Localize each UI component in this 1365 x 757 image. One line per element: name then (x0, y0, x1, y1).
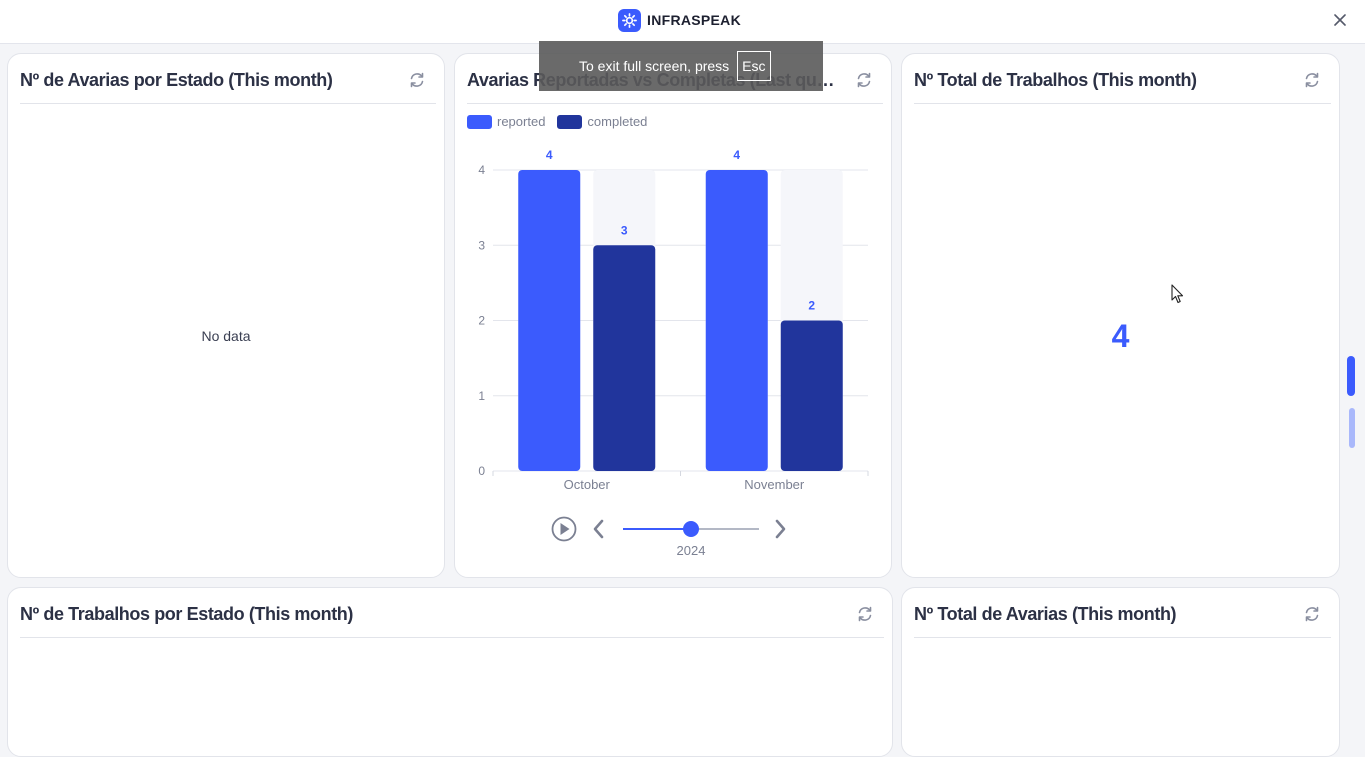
bar-data-label: 4 (546, 148, 553, 162)
y-tick-label: 2 (478, 314, 485, 328)
card-trabalhos-por-estado: Nº de Trabalhos por Estado (This month) (7, 587, 893, 757)
brand: INFRASPEAK (618, 8, 741, 32)
legend-item-reported[interactable]: reported (467, 114, 545, 129)
refresh-icon[interactable] (408, 71, 426, 89)
legend-label: completed (587, 114, 648, 129)
bar-data-label: 3 (621, 223, 628, 237)
top-bar: INFRASPEAK (0, 0, 1365, 44)
brand-logo-icon (618, 8, 641, 32)
bar-chart: 0 1 2 3 4 4 3 October 4 2 November (478, 148, 869, 542)
mouse-cursor-icon (1171, 284, 1184, 304)
scrollbar-thumb-secondary[interactable] (1349, 408, 1355, 448)
play-icon (560, 523, 570, 535)
no-data-text: No data (201, 328, 251, 344)
legend-swatch (467, 114, 492, 129)
card-title: Nº Total de Avarias (This month) (914, 604, 1177, 624)
toast-key: Esc (737, 51, 771, 81)
x-tick-label: October (564, 477, 611, 492)
card-header: Nº Total de Avarias (This month) (914, 600, 1331, 638)
card-header: Avarias Reportadas vs Completas (Last qu… (467, 66, 883, 104)
legend-swatch (557, 114, 583, 129)
bar-reported[interactable] (518, 170, 581, 471)
play-button[interactable] (551, 516, 577, 542)
brand-name: INFRASPEAK (647, 12, 742, 28)
card-avarias-por-estado: Nº de Avarias por Estado (This month) No… (7, 53, 445, 578)
scrollbar-thumb[interactable] (1347, 356, 1355, 396)
bar-reported[interactable] (705, 170, 768, 471)
x-tick-label: November (744, 477, 805, 492)
card-reportadas-vs-completas: Avarias Reportadas vs Completas (Last qu… (454, 53, 892, 578)
chevron-left-icon[interactable] (593, 519, 604, 539)
y-tick-label: 0 (478, 464, 485, 478)
bar-completed[interactable] (780, 320, 843, 472)
card-header: Nº de Avarias por Estado (This month) (20, 66, 436, 104)
close-icon (1334, 14, 1346, 26)
refresh-icon[interactable] (1303, 71, 1321, 89)
card-total-trabalhos: Nº Total de Trabalhos (This month) 4 (901, 53, 1340, 578)
bar-data-label: 2 (808, 299, 815, 313)
bar-data-label: 4 (733, 148, 740, 162)
timeline-year: 2024 (676, 543, 706, 558)
legend-label: reported (497, 114, 546, 129)
chart-legend: reported completed (467, 114, 647, 129)
card-header: Nº Total de Trabalhos (This month) (914, 66, 1331, 104)
close-button[interactable] (1330, 10, 1350, 30)
card-header: Nº de Trabalhos por Estado (This month) (20, 600, 884, 638)
y-tick-label: 4 (478, 163, 485, 177)
toast-text: To exit full screen, press (579, 58, 730, 74)
y-tick-label: 3 (478, 238, 485, 252)
refresh-icon[interactable] (1303, 605, 1321, 623)
chevron-right-icon[interactable] (775, 519, 786, 539)
refresh-icon[interactable] (856, 605, 874, 623)
total-value: 4 (1111, 318, 1130, 354)
card-title: Nº de Avarias por Estado (This month) (20, 70, 333, 90)
card-title: Nº Total de Trabalhos (This month) (914, 70, 1197, 90)
fullscreen-toast: To exit full screen, press Esc (539, 41, 823, 91)
timeline-handle[interactable] (683, 521, 699, 537)
y-tick-label: 1 (478, 389, 485, 403)
bar-completed[interactable] (593, 245, 656, 471)
card-title: Nº de Trabalhos por Estado (This month) (20, 604, 353, 624)
refresh-icon[interactable] (855, 71, 873, 89)
card-total-avarias: Nº Total de Avarias (This month) (901, 587, 1340, 757)
legend-item-completed[interactable]: completed (557, 114, 647, 129)
